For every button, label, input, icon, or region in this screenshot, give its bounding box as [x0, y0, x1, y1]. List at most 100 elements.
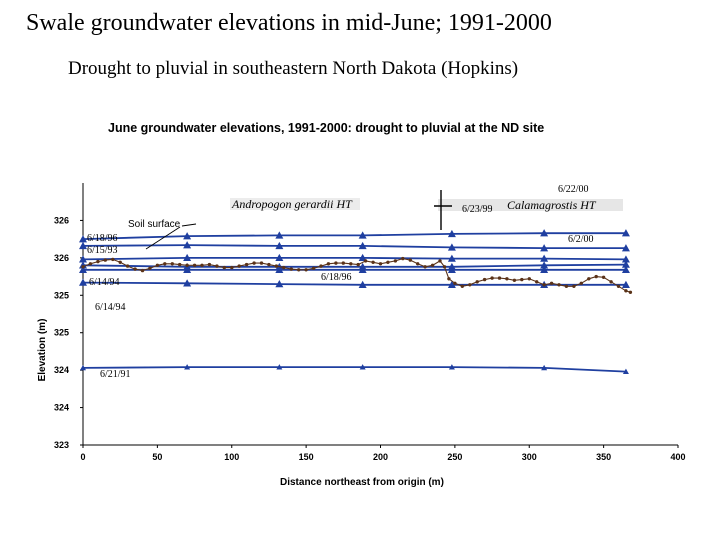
y-tick-label: 325 [54, 328, 69, 338]
series-point-6-23-99 [447, 243, 456, 251]
soil-surface-arrow [145, 226, 181, 250]
series-point-6-23-99 [275, 241, 284, 250]
soil-surface-point [505, 277, 509, 281]
soil-surface-point [289, 267, 293, 271]
soil-surface-point [341, 261, 345, 265]
soil-surface-point [628, 290, 633, 294]
soil-surface-point [579, 281, 583, 285]
series-point-6-2-00 [447, 254, 456, 262]
series-point-6-18-96 [540, 265, 549, 274]
soil-surface-point [535, 280, 539, 284]
x-tick-label: 50 [152, 452, 162, 462]
series-point-6-23-99 [358, 241, 367, 250]
date-label-6-23-92: 6/14/94 [95, 302, 126, 313]
x-tick-label: 0 [80, 452, 85, 462]
soil-surface-point [408, 258, 412, 262]
calamagrostis-label-bg [438, 199, 623, 211]
soil-surface-point [520, 277, 524, 282]
chart-title: June groundwater elevations, 1991-2000: … [108, 121, 544, 135]
soil-surface-point [557, 283, 561, 287]
series-point-6-14-94 [621, 280, 630, 289]
date-label-center-6-18-96: 6/18/96 [321, 272, 352, 283]
soil-surface-point [401, 256, 405, 261]
soil-surface-line [82, 258, 631, 293]
soil-surface-point [482, 277, 487, 282]
soil-surface-point [274, 264, 279, 268]
soil-surface-point [601, 275, 606, 279]
series-point-6-15-93 [540, 261, 549, 269]
y-tick-labels: 323 324 324 325 325 326 326 [54, 215, 83, 450]
date-label-6-22-00: 6/22/00 [558, 184, 589, 195]
soil-surface-point [103, 258, 108, 262]
date-label-6-2-00: 6/2/00 [568, 234, 594, 245]
y-tick-label: 325 [54, 290, 69, 300]
soil-surface-point [549, 281, 554, 285]
soil-surface-point [442, 265, 447, 269]
series-point-6-2-00 [621, 255, 630, 263]
slide-title: Swale groundwater elevations in mid-June… [26, 10, 552, 36]
soil-surface-point [304, 268, 308, 272]
soil-surface-point [88, 262, 93, 266]
soil-surface-point [430, 263, 435, 267]
series-point-6-14-94 [79, 278, 87, 286]
soil-surface-point [497, 276, 502, 280]
soil-surface-point [259, 261, 264, 265]
series-point-6-22-00 [621, 229, 630, 237]
soil-surface-label: Soil surface [128, 219, 181, 230]
soil-surface-point [200, 263, 204, 267]
soil-surface-point [170, 262, 174, 266]
soil-surface-point [282, 265, 286, 270]
x-axis-label: Distance northeast from origin (m) [280, 477, 444, 488]
soil-surface-arrow-tail [181, 223, 197, 227]
soil-surface-point [542, 283, 546, 287]
soil-surface-label-bg [126, 218, 186, 229]
date-label-6-21-91: 6/21/91 [100, 369, 131, 380]
date-label-6-18-96: 6/18/96 [87, 233, 118, 244]
series-point-6-15-93 [79, 261, 87, 269]
series-point-6-21-91 [448, 364, 455, 370]
x-tick-labels: 0 50 100 150 200 250 300 350 400 [80, 445, 686, 462]
soil-surface-point [148, 266, 152, 270]
water-table-series [79, 229, 630, 375]
series-point-6-22-00 [447, 229, 456, 238]
series-point-6-2-00 [540, 254, 549, 262]
series-point-6-18-96 [621, 265, 630, 274]
soil-surface-point [111, 257, 115, 262]
soil-surface-point [185, 263, 189, 267]
soil-surface-point [490, 276, 494, 280]
series-point-6-23-99 [621, 244, 630, 252]
series-point-6-23-99 [79, 241, 87, 250]
soil-surface-point [267, 262, 271, 267]
series-point-6-2-00 [275, 253, 284, 262]
soil-surface-point [512, 278, 517, 282]
series-point-6-22-00 [275, 231, 284, 239]
soil-surface-point [609, 280, 613, 284]
soil-surface-point [393, 259, 398, 263]
soil-surface-point [386, 260, 390, 264]
andropogon-label: Andropogon gerardii HT [231, 197, 353, 211]
soil-surface-point [81, 265, 85, 269]
series-point-6-14-94 [275, 280, 284, 288]
y-tick-label: 323 [54, 440, 69, 450]
soil-surface-point [475, 280, 479, 284]
soil-surface-point [155, 263, 160, 267]
x-tick-label: 150 [299, 452, 314, 462]
soil-surface-point [460, 284, 464, 288]
soil-surface-point [326, 262, 331, 266]
soil-surface-point [447, 277, 451, 281]
date-label-6-15-93: 6/15/93 [87, 245, 118, 256]
series-point-6-21-91 [80, 364, 86, 371]
soil-surface-point [311, 266, 316, 270]
soil-surface-point [423, 265, 427, 269]
soil-surface-point [594, 274, 598, 279]
calamagrostis-label: Calamagrostis HT [507, 198, 597, 212]
soil-surface-point [572, 284, 576, 288]
y-tick-label: 324 [54, 403, 69, 413]
label-bg-62200 [528, 180, 604, 196]
soil-surface-series [81, 256, 633, 294]
soil-surface-point [363, 259, 368, 263]
soil-surface-point [624, 289, 628, 293]
andropogon-label-bg [230, 198, 360, 210]
soil-surface-point [378, 262, 383, 266]
